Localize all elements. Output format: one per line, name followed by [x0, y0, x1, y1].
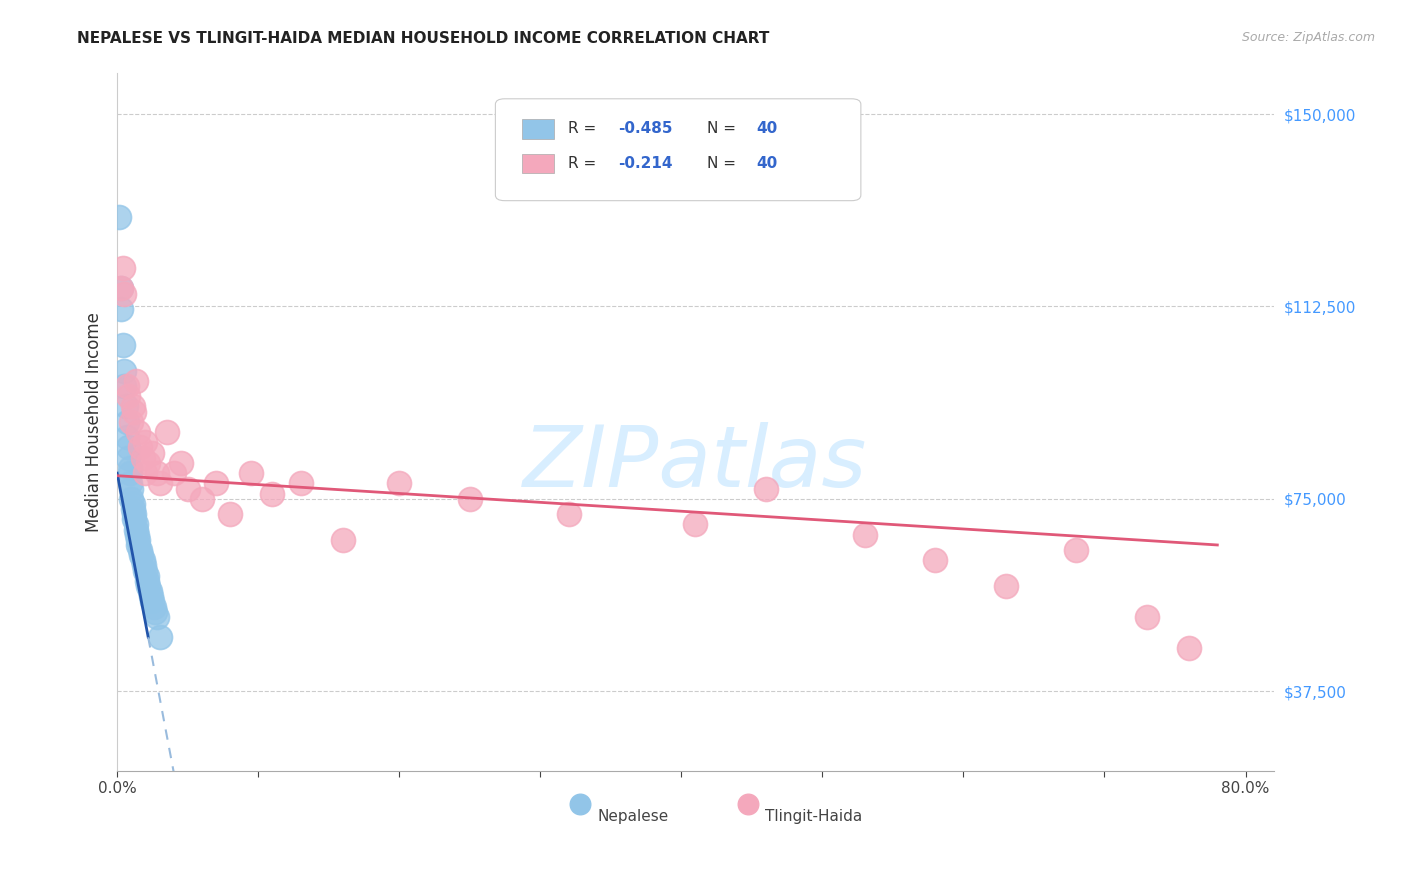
Point [124, 374, 146, 388]
Point [141, 445, 163, 459]
Bar [522, 154, 554, 173]
Point [125, 527, 148, 541]
Point [1136, 609, 1159, 624]
Point [162, 466, 184, 480]
Y-axis label: Median Household Income: Median Household Income [86, 312, 103, 532]
Point [994, 579, 1017, 593]
Text: R =: R = [568, 156, 602, 171]
Point [135, 568, 157, 582]
Point [134, 466, 156, 480]
Point [111, 260, 134, 275]
Point [219, 507, 242, 521]
Point [148, 476, 170, 491]
Point [145, 466, 167, 480]
Point [262, 486, 284, 500]
Point [143, 605, 166, 619]
Point [1064, 543, 1087, 558]
Point [112, 379, 135, 393]
Point [177, 482, 200, 496]
Point [115, 415, 138, 429]
Point [128, 543, 150, 558]
Point [124, 517, 146, 532]
Point [290, 476, 312, 491]
Point [115, 430, 138, 444]
Point [118, 476, 141, 491]
Point [240, 466, 263, 480]
Point [388, 476, 411, 491]
Text: -0.214: -0.214 [619, 156, 672, 171]
Point [139, 589, 162, 603]
Point [127, 425, 149, 439]
Text: NEPALESE VS TLINGIT-HAIDA MEDIAN HOUSEHOLD INCOME CORRELATION CHART: NEPALESE VS TLINGIT-HAIDA MEDIAN HOUSEHO… [77, 31, 769, 46]
Point [115, 379, 138, 393]
Text: R =: R = [568, 121, 602, 136]
Text: ZIPatlas: ZIPatlas [523, 422, 868, 505]
Point [121, 497, 143, 511]
Point [755, 482, 778, 496]
Text: Source: ZipAtlas.com: Source: ZipAtlas.com [1241, 31, 1375, 45]
Point [134, 564, 156, 578]
Text: N =: N = [707, 121, 741, 136]
Point [136, 456, 159, 470]
Text: 40: 40 [756, 121, 778, 136]
Point [853, 527, 876, 541]
Point [145, 609, 167, 624]
Point [128, 441, 150, 455]
Point [117, 450, 139, 465]
Point [122, 404, 145, 418]
Point [132, 558, 155, 573]
Point [127, 538, 149, 552]
Text: Nepalese: Nepalese [598, 809, 668, 824]
Point [557, 507, 579, 521]
Text: Tlingit-Haida: Tlingit-Haida [765, 809, 862, 824]
Point [205, 476, 228, 491]
FancyBboxPatch shape [495, 99, 860, 201]
Point [117, 389, 139, 403]
Point [120, 491, 142, 506]
Point [122, 512, 145, 526]
Point [122, 507, 145, 521]
Point [671, 877, 693, 891]
Point [112, 363, 135, 377]
Point [114, 400, 136, 414]
Point [121, 502, 143, 516]
Point [148, 630, 170, 644]
Point [124, 523, 146, 537]
Point [155, 425, 177, 439]
Point [685, 517, 707, 532]
Point [118, 461, 141, 475]
Point [135, 574, 157, 588]
Point [110, 301, 132, 316]
Text: -0.485: -0.485 [619, 121, 672, 136]
Point [107, 210, 129, 224]
Text: 40: 40 [756, 156, 778, 171]
Point [111, 338, 134, 352]
Point [131, 450, 153, 465]
Point [142, 599, 165, 614]
Point [875, 877, 897, 891]
Point [169, 456, 191, 470]
Point [136, 579, 159, 593]
Point [112, 286, 135, 301]
Point [131, 553, 153, 567]
Point [129, 548, 152, 562]
Point [138, 584, 160, 599]
Point [458, 491, 481, 506]
Point [117, 441, 139, 455]
Text: N =: N = [707, 156, 741, 171]
Point [924, 553, 946, 567]
Point [118, 466, 141, 480]
Point [332, 533, 354, 547]
Point [127, 533, 149, 547]
Point [110, 281, 132, 295]
Point [134, 435, 156, 450]
Point [110, 281, 132, 295]
Bar [522, 119, 554, 138]
Point [120, 482, 142, 496]
Point [121, 400, 143, 414]
Point [141, 594, 163, 608]
Point [1178, 640, 1201, 655]
Point [191, 491, 214, 506]
Point [120, 415, 142, 429]
